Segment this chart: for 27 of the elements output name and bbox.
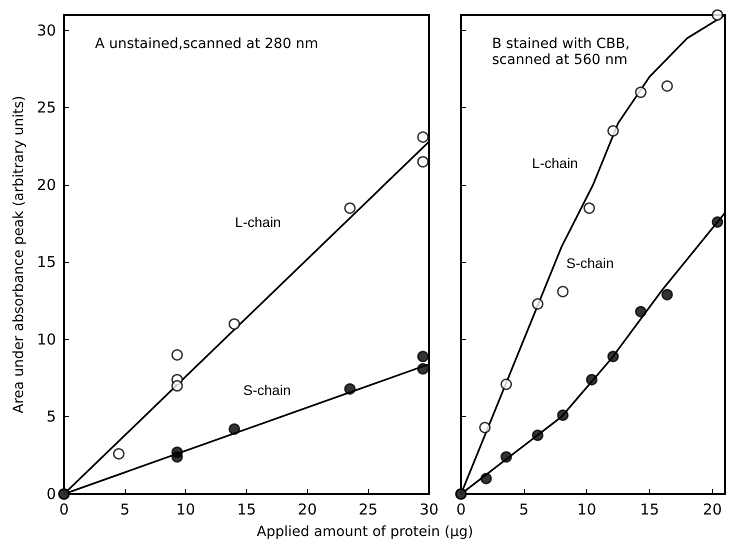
- x-tick-label: 10: [176, 500, 196, 518]
- x-tick-label: 20: [702, 500, 722, 518]
- text: A unstained,scanned at 280 nm: [95, 36, 318, 52]
- annotation: L-chain: [532, 155, 578, 171]
- y-tick-label: 0: [46, 485, 56, 503]
- annotation: L-chain: [235, 214, 281, 230]
- x-tick-label: 20: [298, 500, 317, 518]
- x-axis-title: Applied amount of protein (µg): [256, 524, 474, 540]
- text: B stained with CBB, scanned at 560 nm: [492, 36, 630, 68]
- y-tick-label: 30: [36, 21, 56, 40]
- annotation: S-chain: [243, 382, 291, 398]
- x-tick-label: 10: [577, 500, 596, 518]
- y-tick-label: 5: [46, 408, 56, 426]
- x-tick-label: 0: [59, 500, 69, 518]
- x-tick-label: 15: [236, 500, 256, 518]
- annotation: S-chain: [566, 255, 614, 271]
- x-tick-label: 30: [419, 500, 439, 518]
- y-tick-label: 20: [36, 176, 56, 194]
- x-tick-label: 0: [456, 500, 466, 518]
- y-axis-title: Area under absorbance peak (arbitrary units): [11, 96, 28, 414]
- y-tick-label: 25: [36, 98, 56, 117]
- x-tick-label: 15: [640, 500, 660, 518]
- y-tick-label: 10: [36, 330, 56, 348]
- x-tick-label: 5: [519, 500, 529, 518]
- x-tick-label: 25: [358, 500, 378, 518]
- x-tick-label: 5: [120, 500, 130, 518]
- y-tick-label: 15: [36, 253, 56, 272]
